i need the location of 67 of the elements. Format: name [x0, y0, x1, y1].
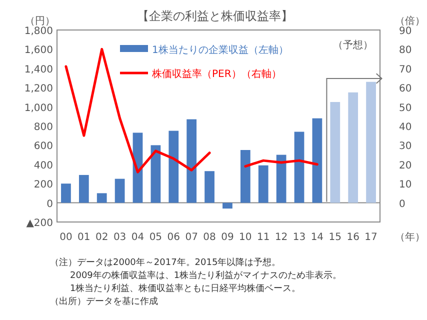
x-tick-label: 15: [328, 232, 342, 243]
bar: [204, 171, 214, 203]
bar: [61, 184, 71, 203]
bar: [240, 150, 250, 203]
y2-tick-label: 20: [399, 160, 412, 172]
y2-tick-label: 30: [399, 141, 412, 152]
y-tick-label: 400: [34, 160, 53, 172]
y-tick-label: 0: [46, 198, 53, 210]
bar: [276, 154, 286, 203]
x-tick-label: 09: [221, 232, 234, 243]
y-tick-label: 1,000: [24, 102, 53, 114]
x-tick-label: 06: [167, 232, 180, 243]
bar: [312, 118, 322, 203]
bar: [330, 102, 340, 203]
x-tick-label: 11: [256, 232, 270, 243]
legend-label: 1株当たりの企業収益（左軸）: [152, 44, 288, 56]
text: （注）データは2000年～2017年。2015年以降は予想。: [50, 257, 281, 268]
x-tick-label: 01: [78, 232, 90, 243]
x-tick-label: 14: [310, 232, 324, 243]
x-tick-label: 04: [131, 232, 144, 243]
y-tick-label: 600: [34, 141, 53, 152]
y2-tick-label: 90: [399, 26, 412, 37]
x-tick-label: 03: [113, 232, 126, 243]
y-tick-label: 200: [34, 180, 53, 191]
x-tick-label: 07: [185, 232, 198, 243]
x-tick-label: 16: [346, 232, 360, 243]
bar: [222, 202, 232, 209]
x-tick-label: 05: [149, 232, 162, 243]
annotation: （予想）: [333, 39, 374, 51]
y2-tick-label: 80: [399, 45, 412, 56]
y2-tick-label: 60: [399, 84, 412, 95]
x-tick-label: 02: [95, 232, 108, 243]
y-tick-label: 800: [34, 122, 53, 133]
bar: [258, 165, 268, 203]
y-tick-label: 1,400: [24, 64, 53, 76]
bar: [366, 82, 376, 203]
y2-tick-label: 40: [399, 122, 412, 133]
y-tick-label: 1,600: [24, 45, 53, 56]
y-tick-label: ▲200: [26, 218, 53, 229]
y2-tick-label: 0: [399, 198, 406, 210]
x-tick-label: 13: [292, 232, 306, 243]
y-tick-label: 1,800: [24, 26, 53, 37]
text: （出所）データを基に作成: [50, 296, 158, 307]
bar: [96, 193, 107, 203]
y-axis-title: （円）: [25, 16, 55, 27]
x-tick-label: 12: [274, 232, 288, 243]
x-tick-label: 08: [203, 232, 216, 243]
chart-title: 【企業の利益と株価収益率】: [137, 9, 293, 23]
x-tick-label: 17: [364, 232, 378, 243]
y2-tick-label: 10: [399, 180, 412, 191]
y-tick-label: 1,200: [24, 84, 53, 95]
y2-axis-title: （倍）: [395, 15, 425, 27]
bar: [168, 130, 179, 203]
x-tick-label: 10: [239, 232, 252, 243]
text: 1株当たり利益、株価収益率ともに日経平均株価ベース。: [70, 283, 301, 294]
bar: [78, 174, 89, 203]
x-axis-title: （年）: [395, 231, 425, 243]
y2-tick-label: 70: [399, 64, 412, 76]
bar: [186, 119, 197, 203]
bar: [294, 132, 304, 203]
legend-label: 株価収益率（PER）（右軸）: [151, 68, 282, 80]
y2-tick-label: 50: [399, 102, 412, 114]
text: 2009年の株価収益率は、1株当たり利益がマイナスのため非表示。: [70, 270, 342, 281]
bar: [348, 92, 358, 203]
bar: [114, 178, 125, 203]
x-tick-label: 00: [60, 232, 72, 243]
bar: [150, 145, 161, 203]
